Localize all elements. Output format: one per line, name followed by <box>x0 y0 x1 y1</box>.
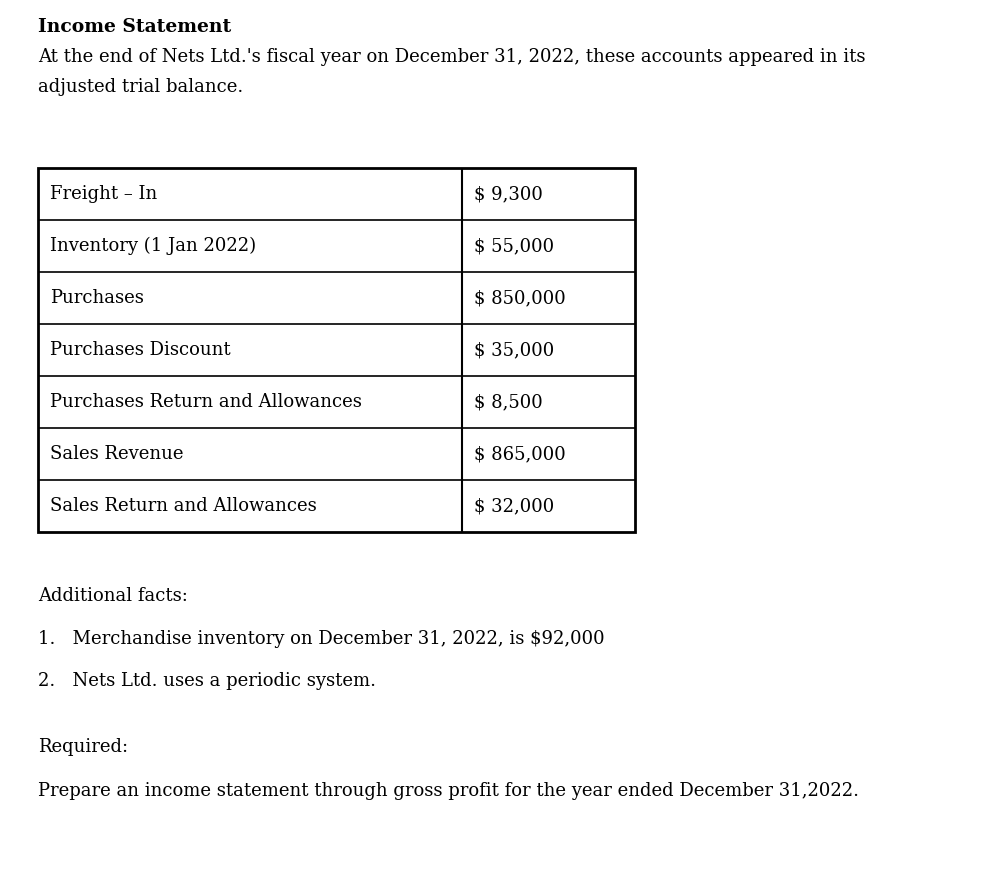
Text: Additional facts:: Additional facts: <box>38 587 188 605</box>
Text: adjusted trial balance.: adjusted trial balance. <box>38 78 243 96</box>
Text: 1.   Merchandise inventory on December 31, 2022, is $92,000: 1. Merchandise inventory on December 31,… <box>38 630 605 648</box>
Text: Freight – In: Freight – In <box>50 185 157 203</box>
Text: $ 55,000: $ 55,000 <box>474 237 554 255</box>
Text: $ 32,000: $ 32,000 <box>474 497 554 515</box>
Bar <box>38 168 635 532</box>
Text: $ 9,300: $ 9,300 <box>474 185 542 203</box>
Text: Sales Return and Allowances: Sales Return and Allowances <box>50 497 317 515</box>
Text: Purchases Discount: Purchases Discount <box>50 341 230 359</box>
Text: Prepare an income statement through gross profit for the year ended December 31,: Prepare an income statement through gros… <box>38 782 859 800</box>
Text: $ 865,000: $ 865,000 <box>474 445 566 463</box>
Text: $ 850,000: $ 850,000 <box>474 289 566 307</box>
Text: $ 35,000: $ 35,000 <box>474 341 554 359</box>
Text: Purchases: Purchases <box>50 289 144 307</box>
Text: Sales Revenue: Sales Revenue <box>50 445 184 463</box>
Text: $ 8,500: $ 8,500 <box>474 393 542 411</box>
Text: Purchases Return and Allowances: Purchases Return and Allowances <box>50 393 362 411</box>
Text: At the end of Nets Ltd.'s fiscal year on December 31, 2022, these accounts appea: At the end of Nets Ltd.'s fiscal year on… <box>38 48 865 66</box>
Text: Required:: Required: <box>38 738 128 756</box>
Text: Income Statement: Income Statement <box>38 18 231 36</box>
Text: Inventory (1 Jan 2022): Inventory (1 Jan 2022) <box>50 237 256 255</box>
Text: 2.   Nets Ltd. uses a periodic system.: 2. Nets Ltd. uses a periodic system. <box>38 672 376 690</box>
